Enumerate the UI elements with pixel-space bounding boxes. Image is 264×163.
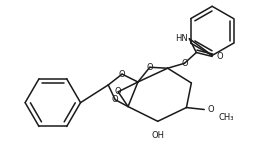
Text: O: O (216, 52, 223, 61)
Text: O: O (115, 87, 121, 96)
Text: OH: OH (151, 131, 164, 140)
Text: CH₃: CH₃ (218, 113, 234, 122)
Text: O: O (181, 59, 188, 68)
Text: HN: HN (175, 34, 187, 43)
Text: O: O (112, 95, 119, 104)
Text: O: O (147, 63, 153, 72)
Text: O: O (119, 70, 125, 79)
Text: O: O (207, 105, 214, 114)
